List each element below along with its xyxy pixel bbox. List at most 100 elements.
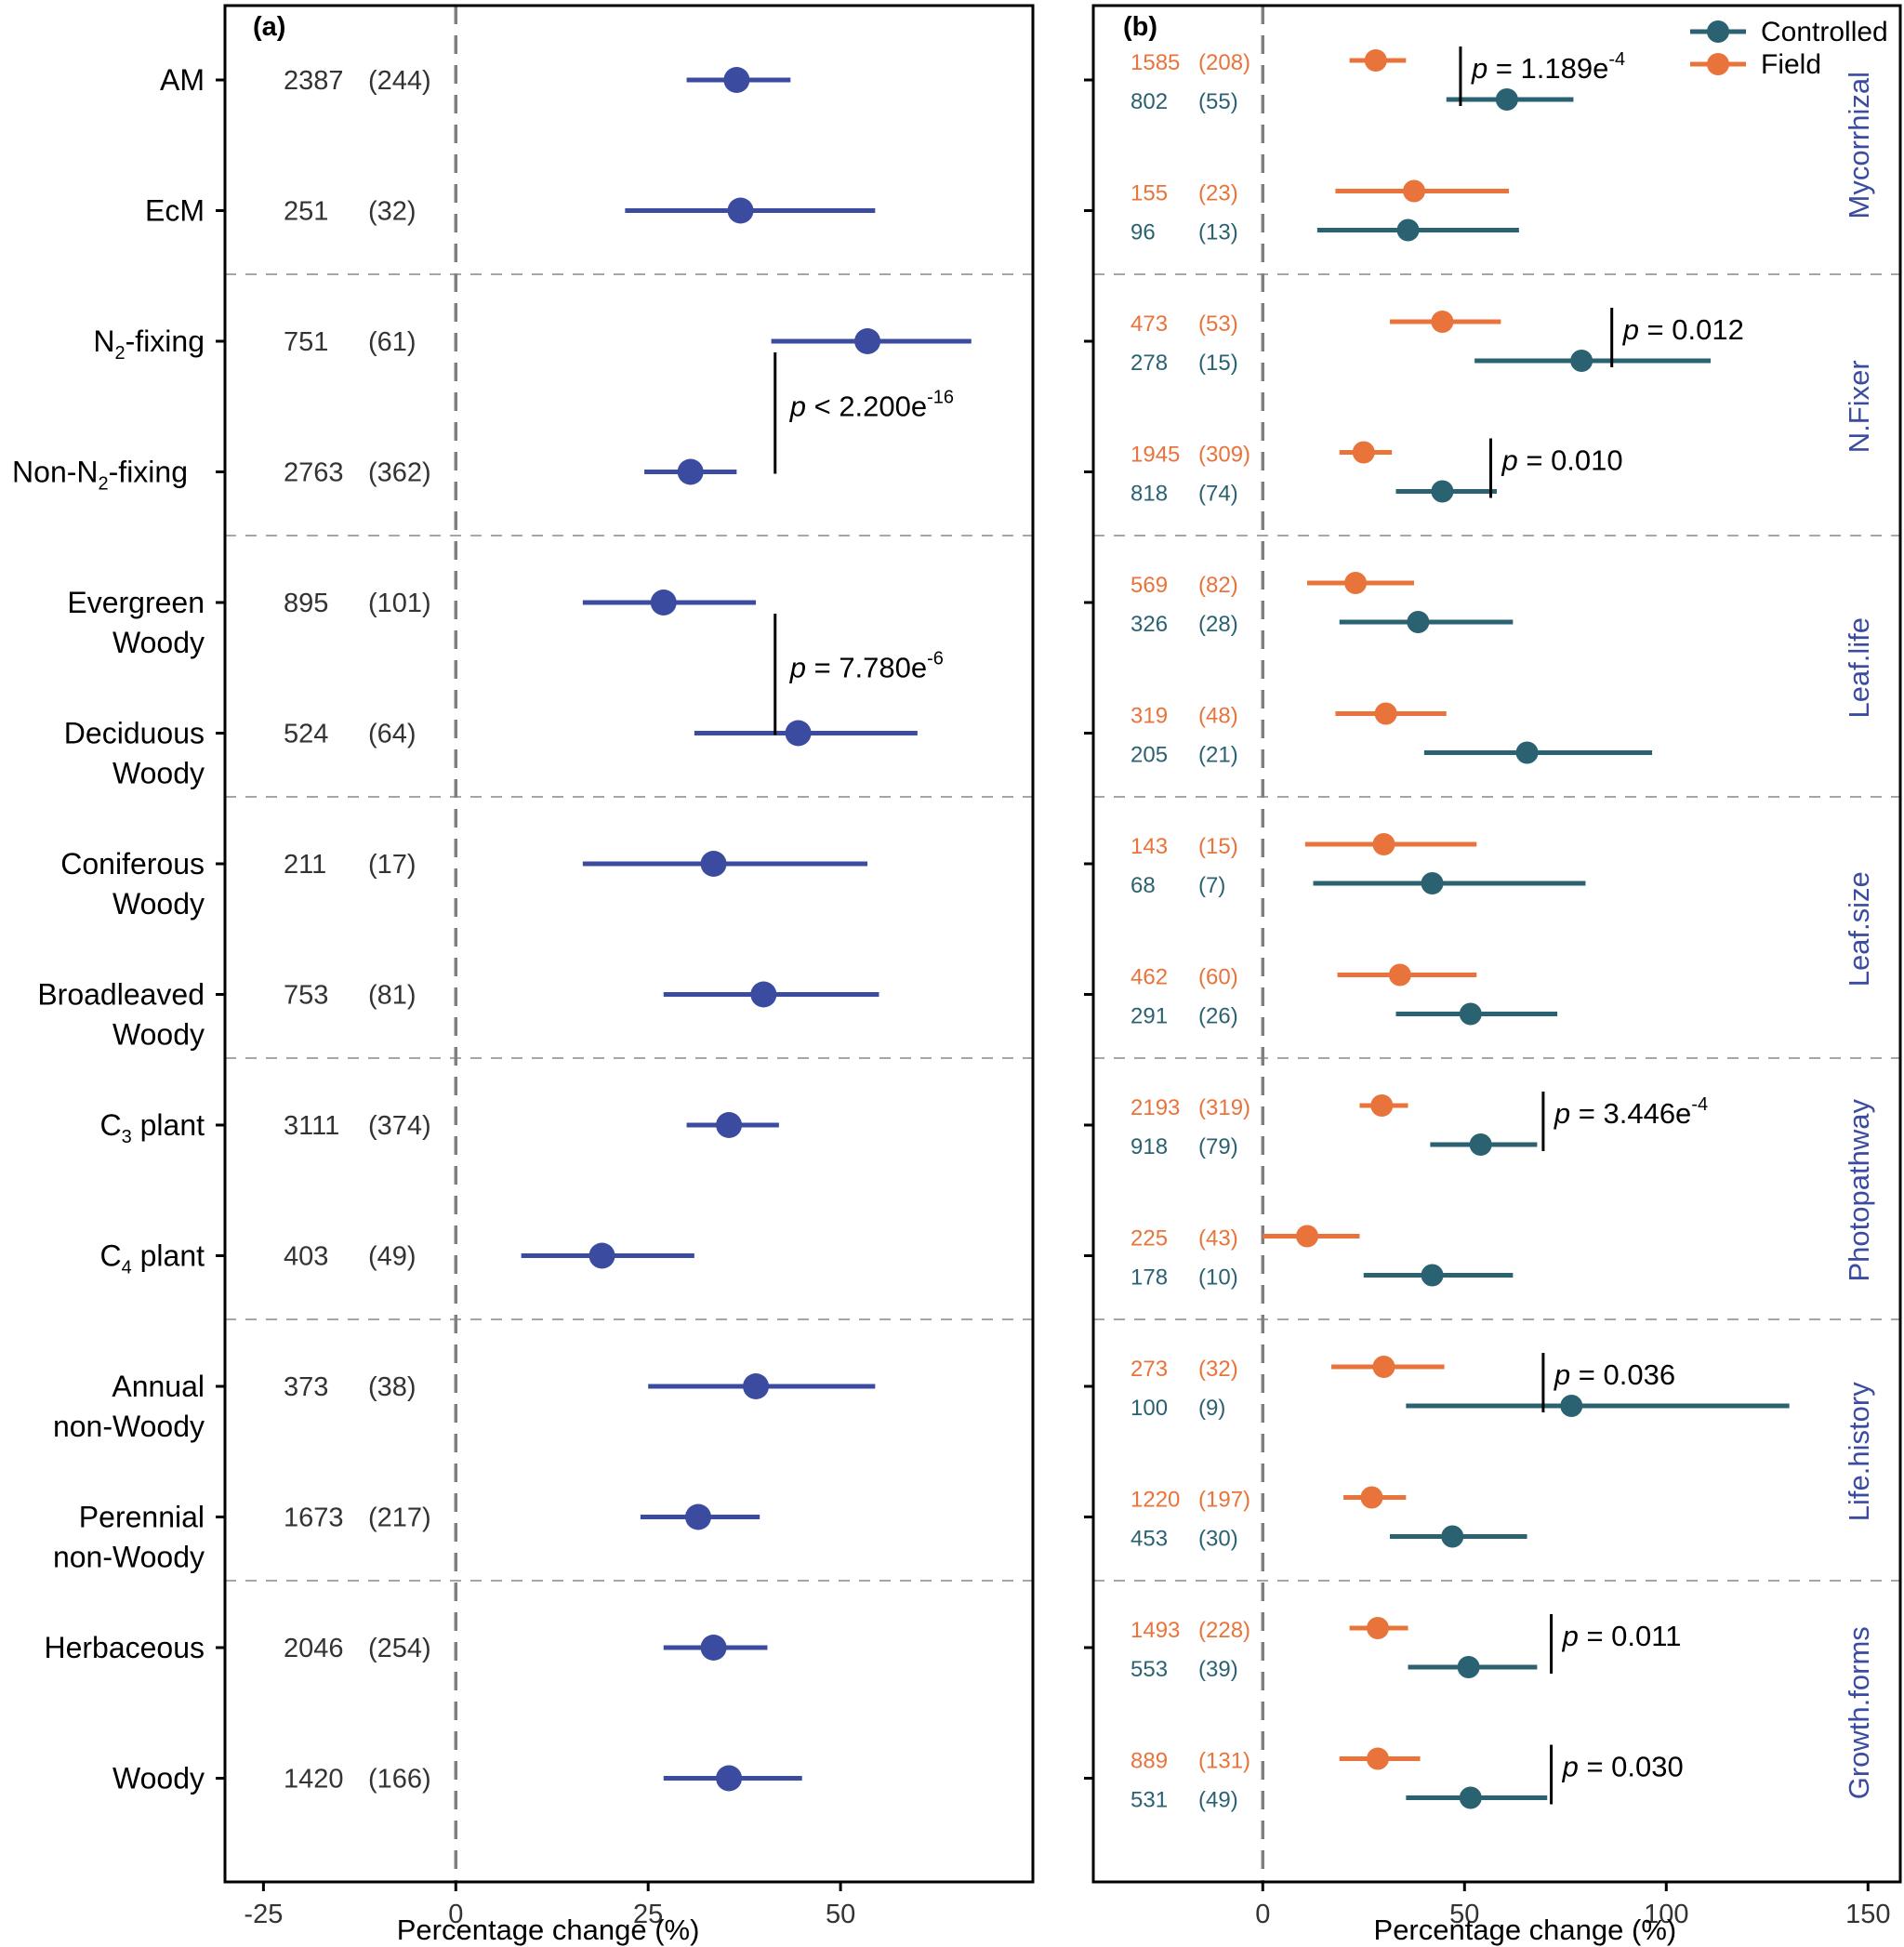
category-label: Deciduous	[64, 717, 205, 750]
p-value-annotation: p < 2.200e-16	[789, 387, 954, 422]
field-mean-point	[1388, 963, 1411, 987]
p-value-exponent: -4	[1691, 1094, 1708, 1115]
x-axis-label: Percentage change (%)	[1374, 1914, 1677, 1946]
field-sample-count: 225	[1130, 1226, 1168, 1252]
controlled-mean-point	[1431, 480, 1454, 503]
p-value-annotation: p = 7.780e-6	[789, 648, 944, 683]
panel-a: (a) -25 0 25 50 Percentage change (%) AM 2387 (2…	[12, 4, 1035, 1946]
controlled-sample-count: 205	[1130, 743, 1168, 768]
controlled-study-count: (7)	[1198, 873, 1225, 898]
field-study-count: (319)	[1198, 1095, 1250, 1120]
field-sample-count: 889	[1130, 1749, 1168, 1774]
field-study-count: (43)	[1198, 1226, 1238, 1252]
field-study-count: (208)	[1198, 50, 1250, 75]
category-label: Herbaceous	[44, 1631, 205, 1664]
controlled-sample-count: 178	[1130, 1265, 1168, 1291]
legend-key-point	[1707, 53, 1729, 75]
field-mean-point	[1374, 702, 1397, 725]
label-part: plant	[132, 1239, 205, 1273]
controlled-mean-point	[1570, 350, 1593, 372]
controlled-mean-point	[1441, 1525, 1464, 1548]
mean-point	[700, 1635, 727, 1661]
field-mean-point	[1366, 1747, 1389, 1770]
field-mean-point	[1403, 179, 1426, 203]
controlled-study-count: (9)	[1198, 1396, 1225, 1421]
controlled-mean-point	[1495, 88, 1518, 111]
mean-point	[727, 197, 754, 224]
x-tick-label: 0	[1255, 1900, 1270, 1929]
controlled-mean-point	[1459, 1786, 1482, 1809]
study-count: (374)	[368, 1111, 431, 1141]
field-study-count: (60)	[1198, 965, 1238, 990]
label-part: N	[93, 324, 114, 358]
category-label-line2: Woody	[112, 757, 205, 790]
sample-count: 2387	[284, 66, 344, 96]
field-sample-count: 1493	[1130, 1618, 1180, 1643]
mean-point	[723, 67, 750, 93]
legend-label: Field	[1761, 49, 1821, 80]
controlled-mean-point	[1560, 1395, 1583, 1417]
controlled-sample-count: 291	[1130, 1004, 1168, 1029]
controlled-sample-count: 531	[1130, 1788, 1168, 1813]
field-study-count: (228)	[1198, 1618, 1250, 1643]
mean-point	[684, 1503, 711, 1530]
controlled-sample-count: 553	[1130, 1657, 1168, 1682]
category-label: Woody	[112, 1762, 205, 1795]
panel-a-label: (a)	[253, 12, 285, 42]
field-study-count: (32)	[1198, 1357, 1238, 1382]
category-label: Perennial	[79, 1501, 205, 1534]
study-count: (101)	[368, 589, 431, 618]
field-study-count: (197)	[1198, 1488, 1250, 1513]
field-sample-count: 2193	[1130, 1095, 1180, 1120]
p-value-annotation: p = 1.189e-4	[1471, 49, 1625, 85]
category-label: Evergreen	[67, 586, 205, 619]
category-label: N2-fixing	[93, 324, 205, 364]
study-count: (217)	[368, 1503, 431, 1533]
study-count: (362)	[368, 458, 431, 488]
mean-point	[750, 981, 777, 1008]
controlled-study-count: (15)	[1198, 351, 1238, 376]
p-value-annotation: p = 0.030	[1562, 1751, 1684, 1783]
legend-key-point	[1707, 20, 1729, 43]
controlled-sample-count: 818	[1130, 482, 1168, 507]
controlled-study-count: (55)	[1198, 89, 1238, 114]
p-value-exponent: -6	[927, 648, 944, 669]
field-mean-point	[1366, 1617, 1389, 1639]
mean-point	[716, 1765, 743, 1792]
field-mean-point	[1431, 311, 1454, 333]
sample-count: 1673	[284, 1503, 344, 1533]
controlled-mean-point	[1421, 1264, 1444, 1287]
study-count: (166)	[368, 1765, 431, 1795]
category-label: Broadleaved	[37, 978, 205, 1012]
field-sample-count: 1945	[1130, 443, 1180, 468]
legend-label: Controlled	[1761, 17, 1888, 47]
p-value-annotation: p = 0.012	[1622, 313, 1744, 346]
controlled-study-count: (21)	[1198, 743, 1238, 768]
x-tick-label: 50	[1449, 1900, 1479, 1929]
category-label: EcM	[145, 194, 205, 228]
p-symbol: p	[1562, 1751, 1579, 1783]
sample-count: 1420	[284, 1765, 344, 1795]
controlled-study-count: (13)	[1198, 220, 1238, 245]
field-sample-count: 155	[1130, 181, 1168, 206]
label-part: Non-N	[12, 456, 98, 489]
group-label: N.Fixer	[1843, 360, 1875, 453]
category-label: AM	[160, 63, 205, 97]
mean-point	[677, 458, 704, 485]
study-count: (49)	[368, 1242, 416, 1272]
sample-count: 753	[284, 981, 328, 1011]
category-label: Non-N2-fixing	[12, 456, 188, 495]
category-label-line2: non-Woody	[53, 1410, 205, 1443]
label-subscript: 2	[115, 343, 126, 364]
study-count: (254)	[368, 1634, 431, 1663]
label-subscript: 4	[122, 1258, 132, 1278]
p-value-exponent: -16	[927, 387, 954, 407]
p-value-text: = 0.010	[1518, 444, 1623, 477]
field-sample-count: 569	[1130, 573, 1168, 598]
mean-point	[716, 1112, 743, 1138]
field-sample-count: 319	[1130, 704, 1168, 729]
category-label-line2: non-Woody	[53, 1541, 205, 1574]
field-mean-point	[1344, 572, 1368, 594]
field-sample-count: 273	[1130, 1357, 1168, 1382]
field-sample-count: 462	[1130, 965, 1168, 990]
